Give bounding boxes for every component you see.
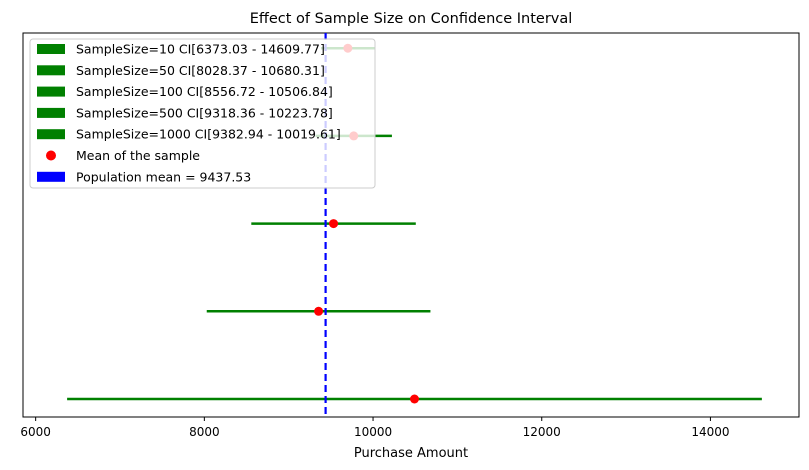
legend-swatch	[37, 65, 65, 76]
legend-label: SampleSize=50 CI[8028.37 - 10680.31]	[76, 63, 325, 78]
legend: SampleSize=10 CI[6373.03 - 14609.77] Samp…	[29, 38, 376, 189]
legend-label: SampleSize=10 CI[6373.03 - 14609.77]	[76, 42, 325, 57]
legend-label: Population mean = 9437.53	[76, 169, 251, 184]
x-tick-label: 8000	[189, 425, 220, 439]
sample-mean-point	[314, 306, 324, 316]
chart-title: Effect of Sample Size on Confidence Inte…	[250, 11, 573, 27]
x-tick-label: 10000	[354, 425, 392, 439]
x-tick-label: 6000	[20, 425, 51, 439]
x-axis: 6000 8000 10000 12000 14000	[20, 417, 730, 439]
legend-label: SampleSize=1000 CI[9382.94 - 10019.61]	[76, 127, 341, 142]
legend-box	[29, 38, 376, 189]
legend-marker	[46, 150, 56, 161]
legend-label: Mean of the sample	[76, 148, 200, 163]
legend-swatch	[37, 86, 65, 97]
x-axis-label: Purchase Amount	[354, 446, 468, 461]
sample-mean-point	[329, 219, 339, 229]
legend-swatch	[37, 107, 65, 118]
x-tick-label: 12000	[523, 425, 561, 439]
legend-swatch	[37, 171, 65, 182]
legend-swatch	[37, 129, 65, 140]
x-tick-label: 14000	[691, 425, 729, 439]
legend-label: SampleSize=100 CI[8556.72 - 10506.84]	[76, 84, 333, 99]
legend-swatch	[37, 44, 65, 54]
sample-mean-point	[409, 394, 419, 404]
legend-label: SampleSize=500 CI[9318.36 - 10223.78]	[76, 105, 333, 120]
